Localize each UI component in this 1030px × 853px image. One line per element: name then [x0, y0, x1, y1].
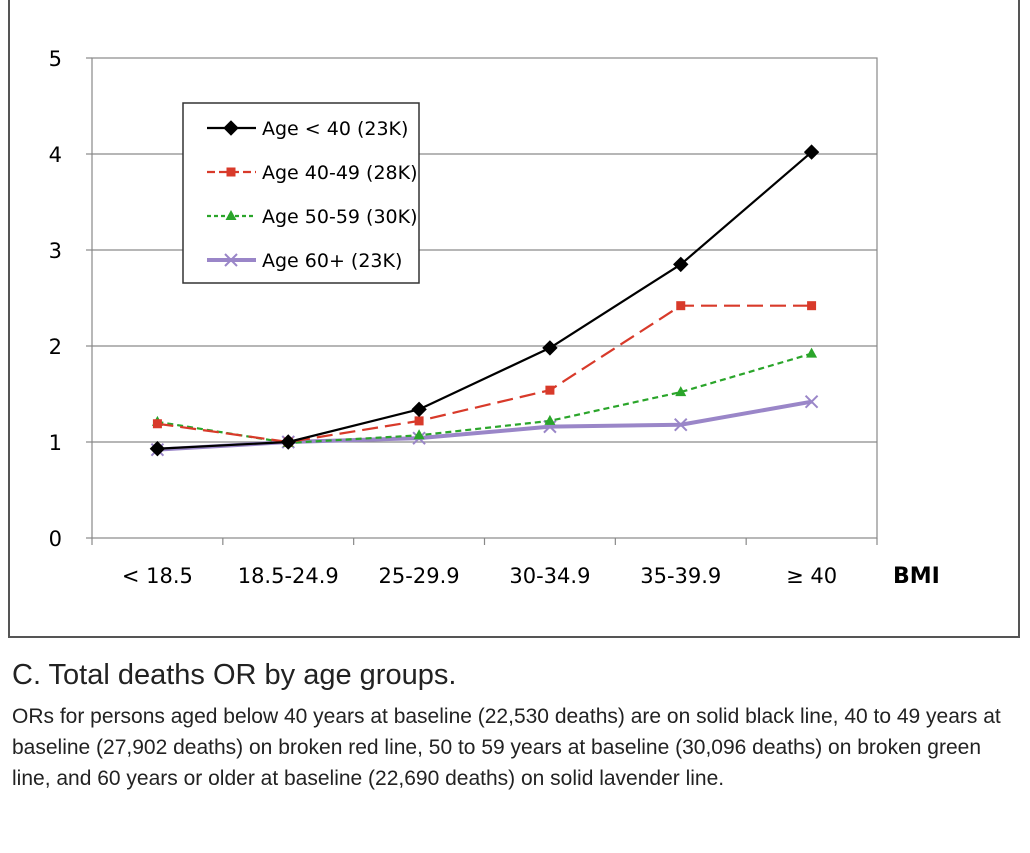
data-point: [545, 385, 555, 395]
data-series: [149, 144, 820, 457]
series-1: [152, 301, 817, 447]
line-chart: 0 1 2 3 4 5 < 18.5 18.5-24.9 25-29.9 30-34.9 35-39…: [49, 47, 940, 589]
series-line: [157, 304, 812, 444]
legend-entry: Age 60+ (23K): [207, 250, 402, 272]
chart-frame: [8, 0, 1020, 638]
x-tick-label: 30-34.9: [509, 564, 590, 588]
x-tick-label: 25-29.9: [379, 564, 460, 588]
x-tick-label: < 18.5: [122, 564, 193, 588]
y-tick-label: 4: [49, 143, 62, 167]
data-point: [804, 394, 819, 409]
y-tick-label: 3: [49, 239, 62, 263]
y-tick-label: 5: [49, 47, 62, 71]
legend-label: Age 40-49 (28K): [262, 162, 418, 184]
legend-label: Age 60+ (23K): [262, 250, 402, 272]
series-line: [157, 151, 813, 450]
x-tick-label: 18.5-24.9: [238, 564, 339, 588]
data-point: [411, 401, 427, 418]
legend-entry: Age 50-59 (30K): [207, 206, 418, 228]
data-point: [806, 347, 818, 358]
data-point: [673, 256, 689, 273]
data-point: [807, 301, 817, 311]
data-point: [544, 414, 556, 425]
legend-entry: Age < 40 (23K): [207, 118, 408, 140]
data-point: [542, 340, 558, 356]
figure-caption: C. Total deaths OR by age groups. ORs fo…: [12, 657, 1020, 794]
data-point: [149, 441, 166, 457]
series-line: [157, 352, 812, 445]
data-point: [280, 434, 296, 450]
data-point: [152, 419, 162, 429]
caption-body: ORs for persons aged below 40 years at b…: [12, 705, 1001, 790]
data-point: [675, 386, 687, 397]
y-tick-label: 0: [49, 527, 62, 551]
data-point: [676, 301, 686, 311]
legend-label: Age < 40 (23K): [262, 118, 408, 140]
legend-marker: [225, 210, 237, 220]
legend-marker: [223, 120, 239, 136]
legend: Age < 40 (23K) Age 40-49 (28K) Age 50-59 (…: [182, 102, 420, 284]
y-tick-label: 2: [49, 335, 62, 359]
series-0: [149, 144, 820, 457]
axes: 0 1 2 3 4 5 < 18.5 18.5-24.9 25-29.9 30-34.9 35-39…: [49, 47, 878, 588]
data-point: [413, 429, 425, 440]
legend-label: Age 50-59 (30K): [262, 206, 418, 228]
y-tick-label: 1: [49, 431, 62, 455]
x-tick-label: 35-39.9: [640, 564, 721, 588]
caption-title: C. Total deaths OR by age groups.: [12, 659, 457, 691]
data-point: [414, 416, 424, 426]
x-axis-title: BMI: [893, 564, 940, 589]
data-point: [803, 144, 820, 160]
legend-entry: Age 40-49 (28K): [207, 162, 418, 184]
data-point: [674, 418, 688, 432]
legend-marker: [224, 253, 238, 267]
x-tick-label: ≥ 40: [786, 564, 837, 588]
legend-box: [182, 102, 420, 284]
legend-marker: [226, 167, 236, 177]
